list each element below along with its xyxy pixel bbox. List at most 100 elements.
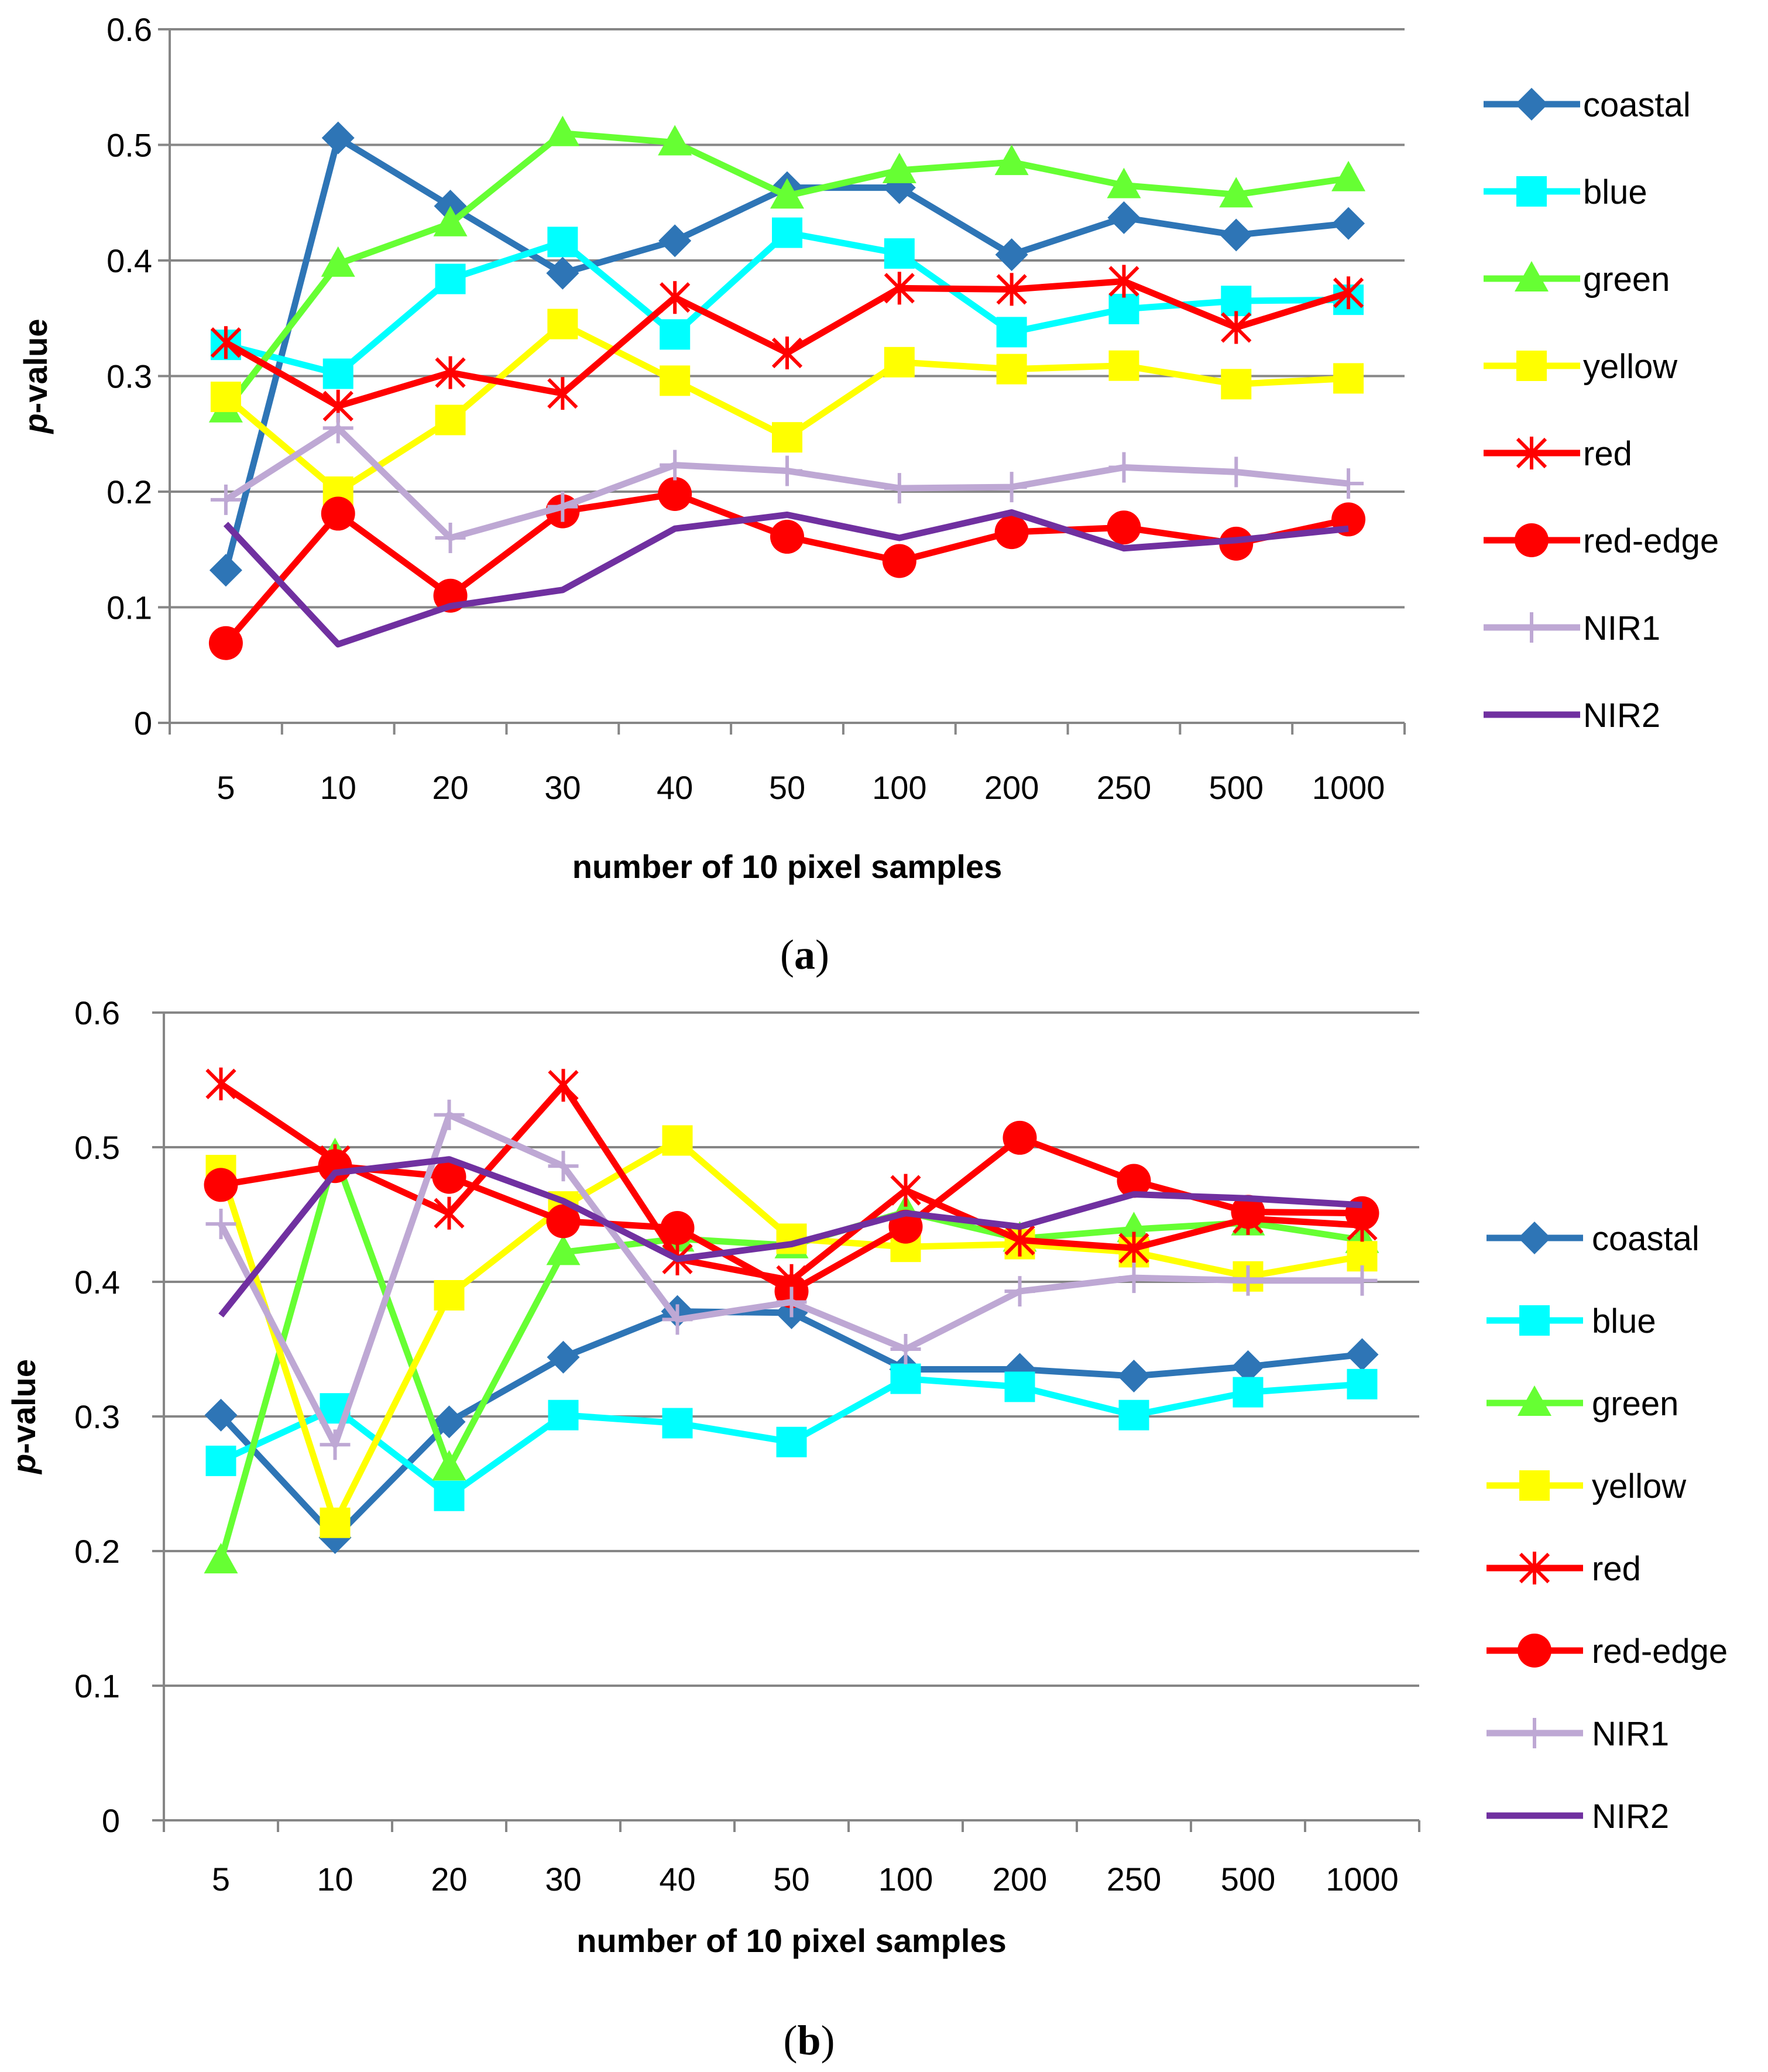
data-point-red [1333, 276, 1364, 310]
data-point-blue [1004, 1371, 1035, 1402]
legend-label: red-edge [1583, 522, 1719, 560]
data-point-yellow [660, 365, 691, 396]
x-tick-label: 1000 [1312, 769, 1385, 806]
data-point-NIR1 [320, 1429, 351, 1460]
x-tick-label: 250 [1107, 1861, 1161, 1898]
legend: coastal blue green yellow red red-edge NIR1 NIR… [1484, 86, 1719, 735]
data-point-coastal [1332, 207, 1365, 240]
data-point-NIR1 [1004, 1276, 1035, 1307]
x-tick-label: 40 [659, 1861, 695, 1898]
legend-item-yellow: yellow [1484, 348, 1678, 386]
legend-item-red-edge: red-edge [1487, 1632, 1728, 1670]
y-axis-title-italic: p [17, 413, 54, 434]
legend-label: red-edge [1592, 1632, 1728, 1670]
series-blue [205, 1363, 1378, 1511]
data-point-blue [1233, 1377, 1264, 1408]
data-point-red-edge [1231, 1195, 1265, 1229]
data-point-green [433, 205, 468, 236]
legend-label: NIR1 [1583, 609, 1660, 647]
legend-marker [1519, 1718, 1550, 1748]
data-point-NIR1 [205, 1209, 236, 1240]
y-tick-label: 0.2 [107, 474, 152, 510]
legend-item-blue: blue [1487, 1302, 1656, 1340]
data-point-red-edge [882, 544, 916, 578]
legend-label: coastal [1583, 86, 1691, 124]
legend-item-NIR2: NIR2 [1487, 1797, 1669, 1836]
legend-label: yellow [1583, 348, 1678, 386]
data-point-coastal [432, 1405, 466, 1439]
x-tick-label: 20 [432, 769, 468, 806]
data-point-NIR1 [1333, 468, 1364, 499]
x-tick-label: 30 [545, 1861, 581, 1898]
data-point-blue [1221, 286, 1252, 317]
legend-item-green: green [1487, 1385, 1678, 1423]
series-yellow [210, 308, 1364, 507]
x-tick-label: 500 [1221, 1861, 1275, 1898]
data-point-NIR1 [1347, 1265, 1378, 1296]
chart-panel-b: 0 0.1 0.2 0.3 0.4 0.5 0.6 5 10 20 30 40 50 100 200 250 5… [5, 994, 1728, 2064]
data-point-blue [772, 217, 802, 248]
legend-item-NIR1: NIR1 [1484, 609, 1660, 647]
data-point-coastal [321, 121, 355, 155]
data-point-red [996, 273, 1027, 306]
data-point-yellow [320, 1507, 351, 1538]
data-point-yellow [210, 382, 241, 413]
series-NIR2 [223, 509, 1349, 648]
data-point-blue [547, 227, 578, 258]
y-tick-label: 0.4 [107, 242, 152, 279]
data-point-red-edge [994, 515, 1029, 550]
panel-label-open: ( [783, 2017, 797, 2064]
data-point-yellow [884, 347, 915, 378]
data-point-yellow [1221, 369, 1252, 400]
data-point-red [210, 326, 242, 359]
data-point-blue [776, 1426, 807, 1457]
x-tick-label: 30 [544, 769, 581, 806]
data-point-red-edge [204, 1168, 238, 1202]
data-point-green [1117, 1212, 1151, 1243]
panel-label: (b) [783, 2017, 835, 2064]
legend-item-coastal: coastal [1484, 86, 1691, 124]
panel-label-close: ) [815, 931, 829, 978]
x-tick-label: 40 [657, 769, 693, 806]
y-tick-label: 0.1 [74, 1668, 120, 1704]
panel-label-letter: a [794, 931, 815, 978]
data-point-red-edge [770, 520, 804, 554]
data-point-red-edge [658, 476, 692, 511]
data-point-red-edge [546, 1204, 581, 1239]
x-tick-label: 50 [769, 769, 805, 806]
data-point-yellow [547, 308, 578, 339]
data-point-NIR1 [890, 1334, 921, 1364]
data-point-red [205, 1067, 236, 1100]
series-red [210, 265, 1364, 423]
data-point-blue [548, 1399, 579, 1430]
data-point-coastal [209, 554, 242, 587]
series-coastal [204, 1295, 1379, 1554]
legend-marker [1515, 88, 1548, 121]
data-point-NIR1 [776, 1287, 807, 1318]
y-tick-label: 0.5 [74, 1129, 120, 1166]
data-point-yellow [662, 1125, 693, 1156]
y-axis-title-rest: -value [5, 1359, 42, 1454]
data-point-green [882, 152, 916, 183]
series-line-coastal [218, 1308, 1363, 1541]
data-point-red-edge [660, 1211, 695, 1245]
y-tick-label: 0.6 [107, 11, 152, 48]
data-point-blue [996, 317, 1027, 348]
series-line-NIR2 [218, 1156, 1362, 1318]
y-tick-label: 0.3 [74, 1398, 120, 1435]
legend-item-coastal: coastal [1487, 1220, 1700, 1258]
data-point-blue [890, 1363, 921, 1394]
y-tick-label: 0.6 [74, 994, 120, 1031]
x-tick-label: 50 [773, 1861, 809, 1898]
data-point-red [548, 1069, 579, 1102]
y-tick-label: 0.3 [107, 358, 152, 395]
data-point-coastal [1220, 218, 1253, 252]
series-green [204, 1137, 1379, 1574]
data-point-green [770, 178, 804, 209]
legend: coastal blue green yellow red red-edge NIR1 NIR… [1487, 1220, 1728, 1836]
data-point-coastal [658, 224, 692, 258]
y-axis-title: p-value [17, 318, 54, 434]
legend-item-red-edge: red-edge [1484, 522, 1719, 560]
data-point-yellow [996, 354, 1027, 385]
y-tick-label: 0 [102, 1802, 120, 1839]
